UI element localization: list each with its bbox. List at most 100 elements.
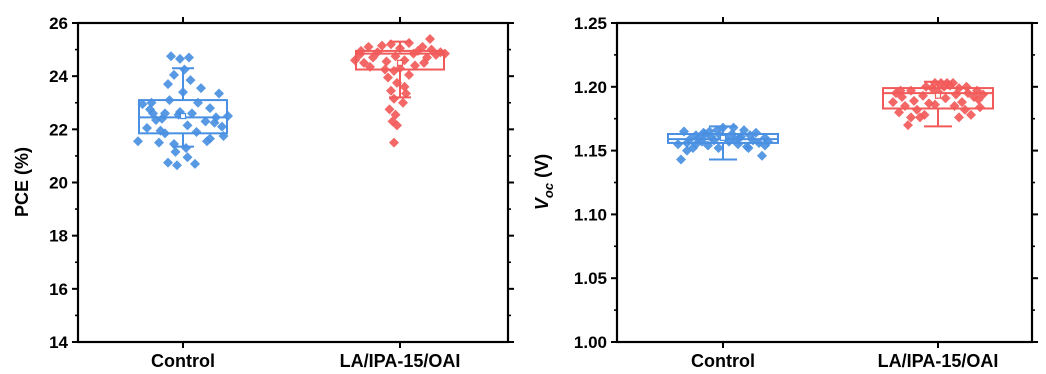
- voc-data-point: [894, 107, 904, 118]
- pce-y-tick-label: 22: [49, 120, 68, 139]
- voc-y-tick-label: 1.20: [574, 78, 607, 97]
- pce-data-point: [142, 123, 152, 134]
- pce-mean-marker: [179, 112, 187, 120]
- voc-panel: 1.00 1.05 1.10 1.15 1.20 1.25 Control LA/IPA-15…: [532, 14, 1038, 371]
- pce-data-point: [389, 93, 399, 104]
- pce-data-point: [389, 137, 399, 148]
- pce-box: [355, 49, 445, 71]
- voc-data-point: [973, 94, 984, 105]
- pce-data-point: [214, 88, 224, 99]
- pce-mean-marker: [396, 59, 404, 66]
- voc-data-point: [739, 125, 749, 136]
- voc-data-point: [757, 150, 767, 161]
- pce-data-point: [200, 116, 211, 127]
- pce-data-point: [170, 146, 181, 157]
- pce-data-point: [154, 137, 164, 148]
- voc-x-category-label: LA/IPA-15/OAI: [878, 351, 999, 371]
- pce-y-tick-label: 18: [49, 227, 68, 246]
- pce-y-tick-label: 26: [49, 14, 68, 33]
- pce-y-tick-label: 14: [49, 333, 68, 352]
- pce-data-point: [392, 120, 402, 131]
- voc-y-axis-label: Voc (V): [532, 154, 556, 210]
- pce-y-axis-label: PCE (%): [12, 147, 32, 217]
- voc-data-point: [903, 120, 913, 131]
- pce-data-point: [196, 83, 206, 94]
- voc-data-point: [930, 99, 940, 110]
- voc-data-point: [912, 104, 922, 115]
- voc-data-point: [751, 127, 761, 138]
- pce-axes: 14 16 18 20 22 24 26 Control LA/IPA-15/OAI: [49, 14, 514, 371]
- voc-data-point: [691, 139, 701, 150]
- pce-data-point: [172, 160, 182, 171]
- pce-y-tick-label: 16: [49, 280, 68, 299]
- pce-data-point: [410, 60, 420, 71]
- voc-data-point: [919, 109, 930, 120]
- pce-data-point: [217, 121, 227, 132]
- voc-data-point: [676, 154, 686, 165]
- voc-y-tick-label: 1.15: [574, 142, 607, 161]
- pce-data-point: [185, 75, 196, 86]
- pce-data-point: [205, 103, 215, 114]
- voc-data-point: [906, 112, 916, 123]
- pce-data-point: [169, 69, 179, 80]
- pce-data-point: [404, 69, 414, 80]
- pce-data-point: [179, 64, 190, 75]
- voc-y-tick-label: 1.25: [574, 14, 607, 33]
- pce-data-point: [372, 47, 383, 58]
- voc-data-point: [734, 132, 745, 143]
- voc-data-point: [975, 102, 985, 113]
- voc-data-point: [957, 97, 967, 108]
- pce-data-point: [187, 108, 197, 119]
- voc-box: [882, 87, 994, 110]
- pce-data-point: [184, 52, 194, 63]
- voc-axes: 1.00 1.05 1.10 1.15 1.20 1.25 Control LA/IPA-15…: [574, 14, 1038, 371]
- pce-data-point: [386, 85, 396, 96]
- voc-data-point: [743, 143, 754, 154]
- pce-data-point: [182, 152, 193, 163]
- pce-data-point: [205, 133, 215, 144]
- voc-plot-area: [667, 77, 994, 165]
- pce-data-point: [404, 37, 414, 48]
- pce-plot-area: [133, 33, 450, 171]
- voc-data-point: [954, 112, 964, 123]
- pce-data-point: [381, 56, 392, 67]
- pce-data-point: [191, 126, 202, 137]
- pce-data-point: [133, 136, 143, 147]
- pce-x-category-label: LA/IPA-15/OAI: [340, 351, 461, 371]
- voc-y-axis-label-main: V: [532, 196, 552, 210]
- pce-data-point: [425, 33, 435, 44]
- voc-data-point: [673, 139, 683, 150]
- voc-data-point: [888, 97, 898, 108]
- voc-data-point: [713, 143, 724, 154]
- pce-data-point: [401, 88, 411, 99]
- pce-data-point: [182, 120, 193, 131]
- voc-data-point: [966, 109, 976, 120]
- pce-data-point: [148, 108, 158, 119]
- voc-data-point: [940, 93, 951, 104]
- pce-data-point: [163, 79, 173, 90]
- voc-y-axis-label-sub: oc: [541, 182, 556, 198]
- pce-data-point: [417, 41, 428, 52]
- voc-data-point: [909, 95, 919, 106]
- pce-data-point: [166, 51, 176, 62]
- pce-axes-frame: [76, 21, 510, 344]
- voc-mean-marker: [934, 92, 942, 99]
- pce-data-point: [383, 72, 393, 83]
- pce-data-point: [384, 104, 395, 115]
- pce-data-point: [399, 81, 410, 92]
- pce-y-tick-label: 20: [49, 174, 68, 193]
- voc-data-point: [728, 122, 739, 133]
- voc-y-axis-label-unit: (V): [532, 154, 552, 183]
- pce-data-point: [363, 41, 374, 52]
- pce-data-point: [419, 57, 429, 68]
- pce-x-category-label: Control: [151, 351, 215, 371]
- voc-data-point: [698, 127, 709, 138]
- pce-data-point: [157, 113, 167, 124]
- voc-axes-frame: [615, 21, 1034, 344]
- voc-data-point: [682, 145, 692, 156]
- pce-data-point: [175, 53, 185, 64]
- pce-data-point: [389, 65, 399, 76]
- pce-data-point: [377, 40, 387, 51]
- voc-data-point: [948, 77, 958, 88]
